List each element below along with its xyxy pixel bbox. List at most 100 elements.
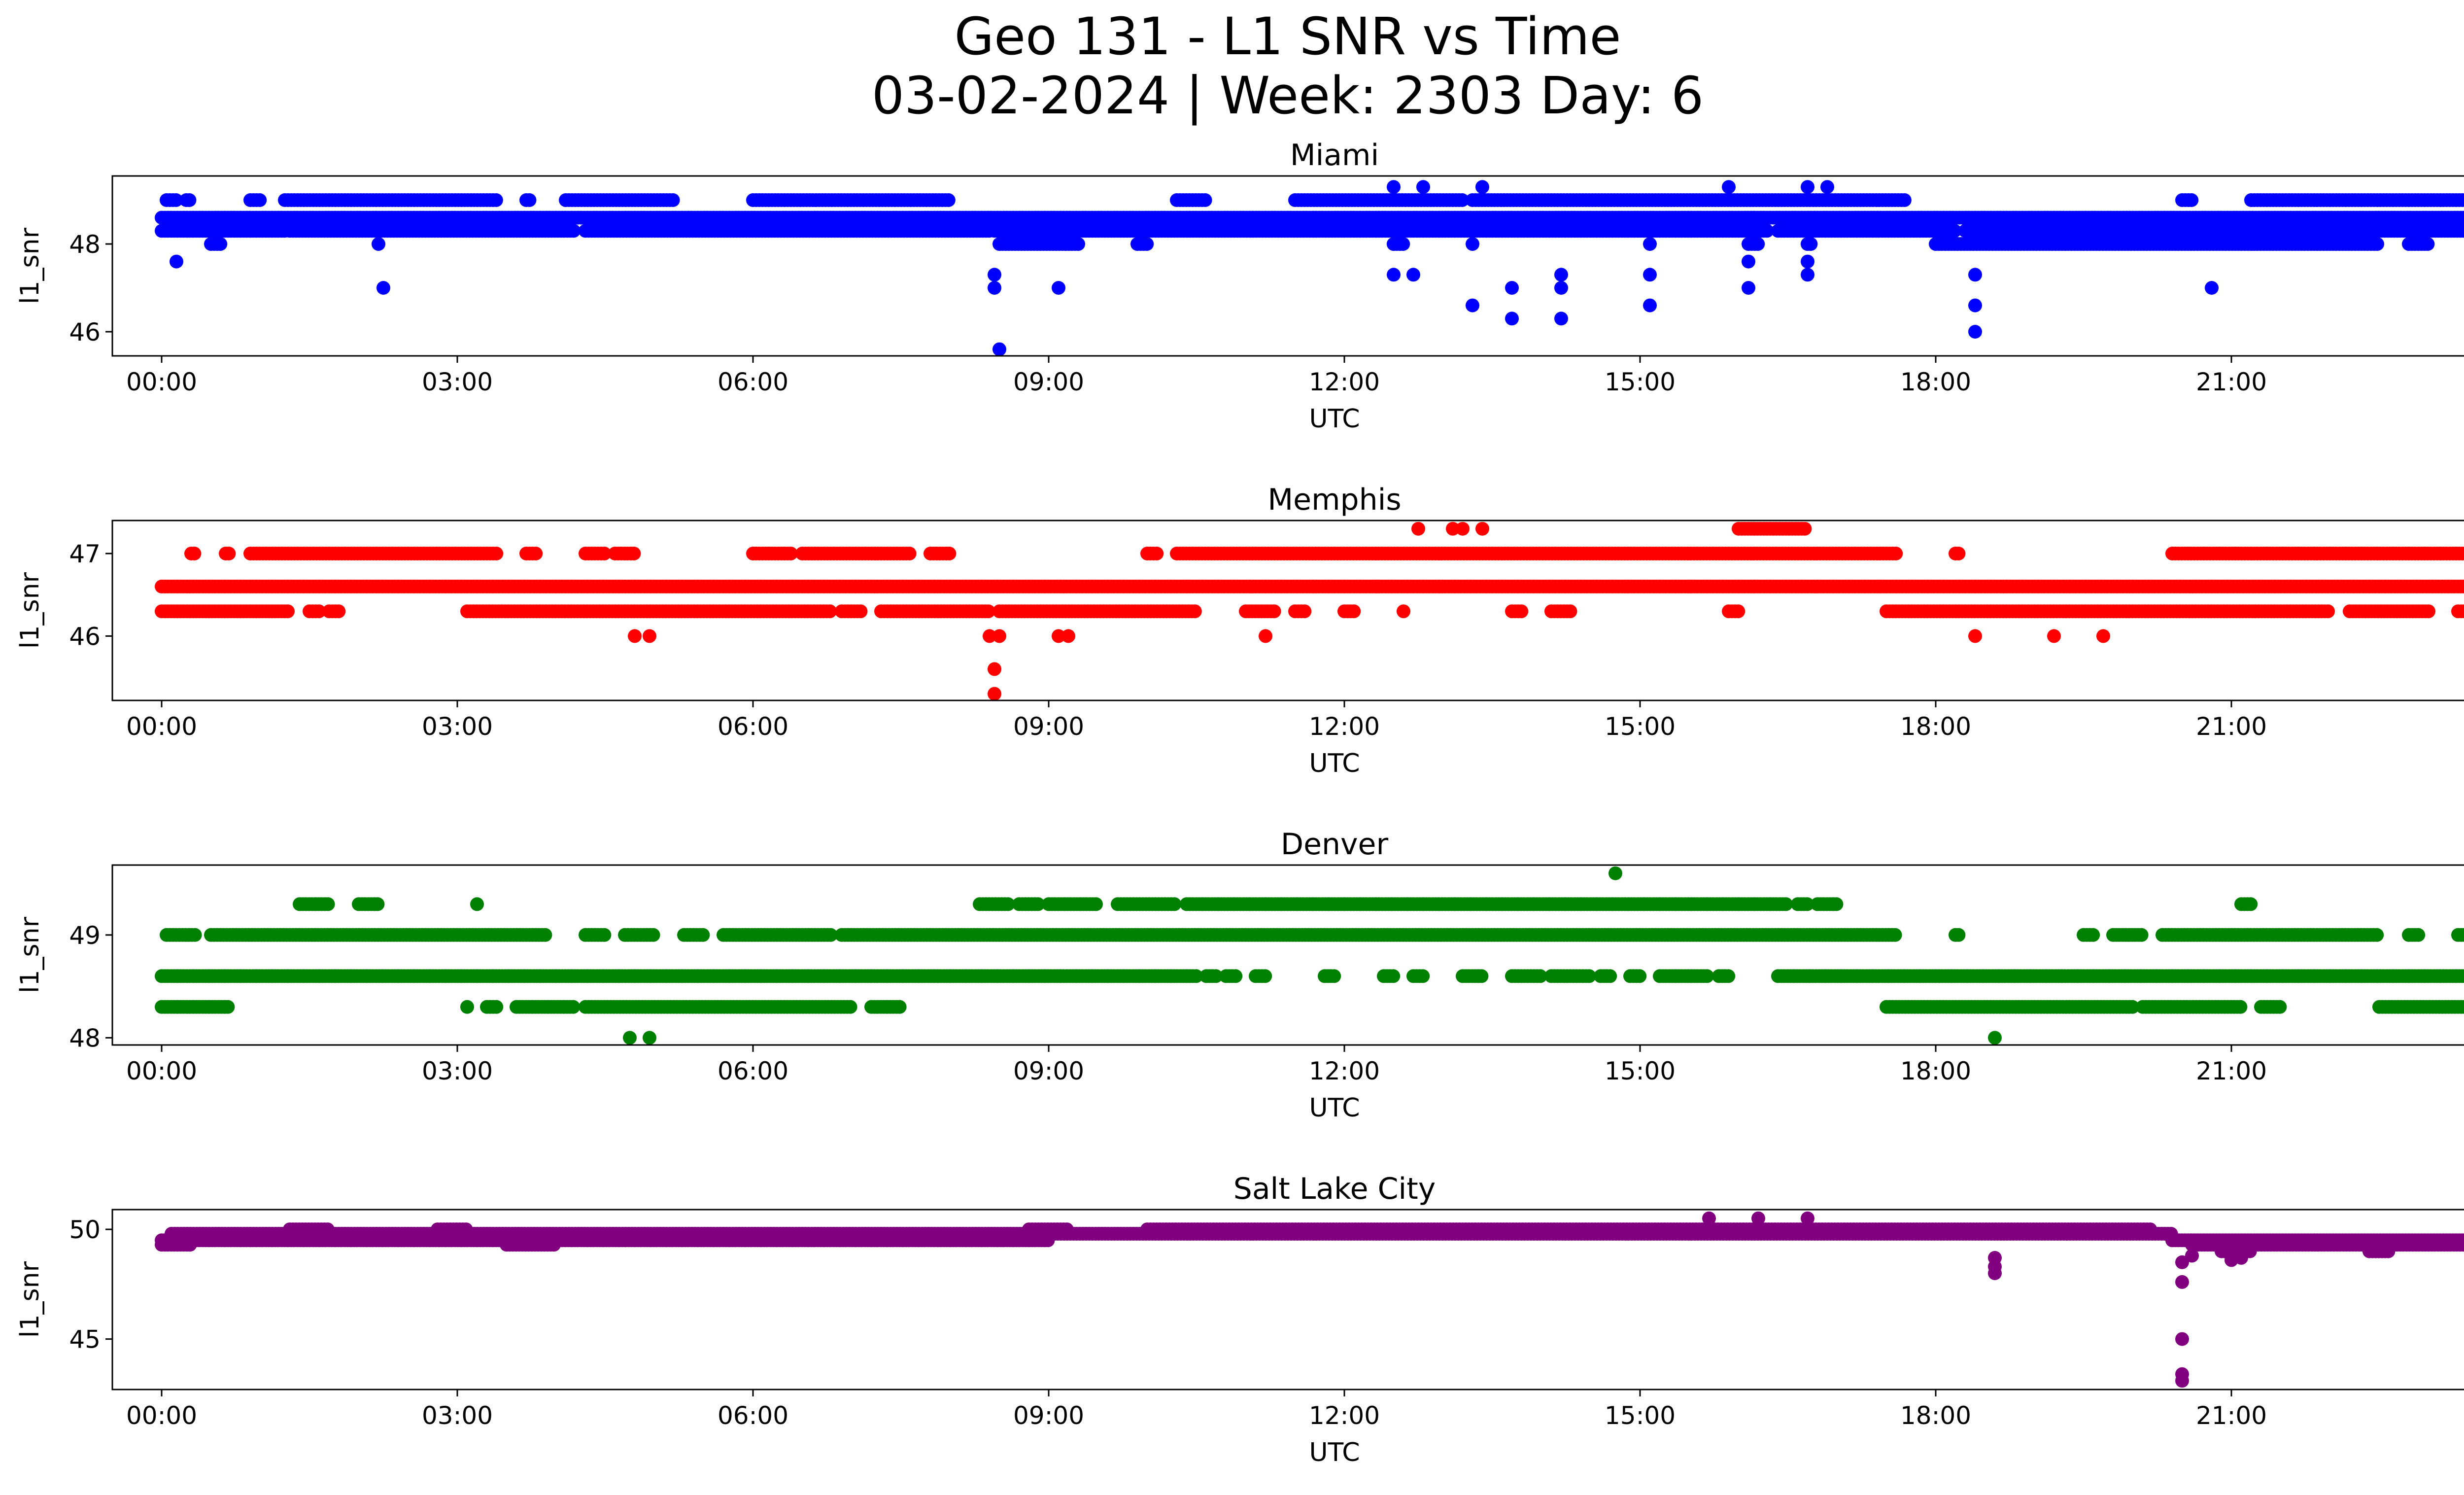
data-point bbox=[1456, 522, 1470, 536]
x-tick-label: 06:00 bbox=[718, 712, 788, 741]
data-point bbox=[1505, 281, 1519, 295]
data-point bbox=[597, 928, 612, 942]
data-point bbox=[1209, 969, 1223, 983]
data-point bbox=[2047, 629, 2061, 643]
data-point bbox=[942, 547, 957, 560]
figure-title: Geo 131 - L1 SNR vs Time 03-02-2024 | We… bbox=[0, 7, 2464, 125]
subplot-title: Memphis bbox=[1267, 483, 1401, 517]
data-point bbox=[1475, 522, 1489, 536]
data-point bbox=[1820, 180, 1834, 194]
data-point bbox=[2462, 548, 2464, 559]
y-tick-label: 47 bbox=[69, 540, 101, 568]
data-point bbox=[187, 547, 202, 560]
data-point bbox=[1061, 629, 1075, 643]
data-point bbox=[2459, 193, 2464, 207]
data-point bbox=[1801, 180, 1814, 194]
data-point bbox=[981, 604, 995, 619]
data-point bbox=[2321, 604, 2335, 619]
x-tick-label: 09:00 bbox=[1013, 368, 1084, 396]
data-point bbox=[1897, 193, 1912, 207]
data-point bbox=[1554, 312, 1568, 326]
data-point bbox=[784, 547, 798, 560]
data-point bbox=[1052, 281, 1065, 295]
data-point bbox=[567, 224, 581, 238]
data-point bbox=[2096, 629, 2110, 643]
data-point bbox=[1968, 298, 1982, 313]
data-point bbox=[823, 604, 837, 619]
x-axis-label: UTC bbox=[1309, 404, 1360, 434]
data-point bbox=[1416, 969, 1430, 983]
data-point bbox=[1387, 268, 1401, 282]
data-point bbox=[1760, 224, 1774, 238]
data-point bbox=[188, 928, 202, 942]
data-point bbox=[522, 193, 537, 207]
data-point bbox=[213, 237, 228, 251]
x-tick-label: 21:00 bbox=[2196, 712, 2267, 741]
data-point bbox=[1951, 547, 1966, 560]
data-point bbox=[1643, 298, 1657, 313]
data-point bbox=[1475, 180, 1489, 194]
x-tick-label: 00:00 bbox=[126, 368, 197, 396]
data-point bbox=[182, 193, 197, 207]
data-point bbox=[1416, 180, 1430, 194]
data-point bbox=[1347, 604, 1361, 619]
data-series bbox=[155, 866, 2464, 1045]
data-point bbox=[2370, 237, 2384, 251]
data-point bbox=[1700, 969, 1714, 983]
data-point bbox=[2421, 237, 2435, 251]
data-point bbox=[1889, 547, 1903, 560]
data-point bbox=[988, 281, 1001, 295]
data-point bbox=[2460, 580, 2464, 593]
data-point bbox=[646, 928, 660, 942]
x-tick-label: 00:00 bbox=[126, 712, 197, 741]
y-axis-label: l1_snr bbox=[15, 572, 45, 649]
data-point bbox=[1259, 629, 1272, 643]
y-tick-label: 46 bbox=[69, 318, 101, 347]
data-point bbox=[1052, 629, 1065, 643]
data-series bbox=[155, 180, 2464, 356]
x-tick-label: 06:00 bbox=[718, 368, 788, 396]
data-point bbox=[1603, 969, 1617, 983]
data-point bbox=[1721, 969, 1736, 983]
data-point bbox=[992, 629, 1006, 643]
axes-frame bbox=[111, 175, 2464, 357]
data-point bbox=[1188, 604, 1202, 619]
x-tick-label: 12:00 bbox=[1309, 368, 1380, 396]
data-point bbox=[1198, 193, 1212, 207]
data-point bbox=[627, 547, 641, 560]
data-point bbox=[2462, 971, 2464, 981]
x-tick-label: 09:00 bbox=[1013, 712, 1084, 741]
data-point bbox=[1742, 254, 1755, 269]
data-point bbox=[169, 193, 183, 207]
data-point bbox=[643, 629, 656, 643]
data-point bbox=[1411, 522, 1425, 536]
data-point bbox=[1514, 604, 1529, 619]
data-point bbox=[372, 237, 385, 251]
data-point bbox=[1386, 969, 1401, 983]
data-point bbox=[1189, 969, 1203, 983]
data-point bbox=[2459, 547, 2464, 560]
data-point bbox=[170, 254, 183, 269]
y-tick-label: 46 bbox=[69, 622, 101, 651]
data-point bbox=[1387, 237, 1401, 251]
data-point bbox=[1150, 547, 1164, 560]
data-point bbox=[1387, 180, 1401, 194]
data-point bbox=[222, 547, 236, 560]
x-tick-label: 12:00 bbox=[1309, 712, 1380, 741]
data-point bbox=[2205, 281, 2219, 295]
data-point bbox=[489, 547, 504, 560]
data-point bbox=[1554, 281, 1568, 295]
data-point bbox=[1742, 281, 1755, 295]
data-point bbox=[1397, 604, 1410, 619]
data-point bbox=[1554, 268, 1568, 282]
data-point bbox=[1801, 237, 1814, 251]
data-point bbox=[1455, 193, 1470, 207]
data-point bbox=[376, 281, 390, 295]
x-tick-label: 21:00 bbox=[2196, 368, 2267, 396]
data-point bbox=[1948, 224, 1962, 238]
